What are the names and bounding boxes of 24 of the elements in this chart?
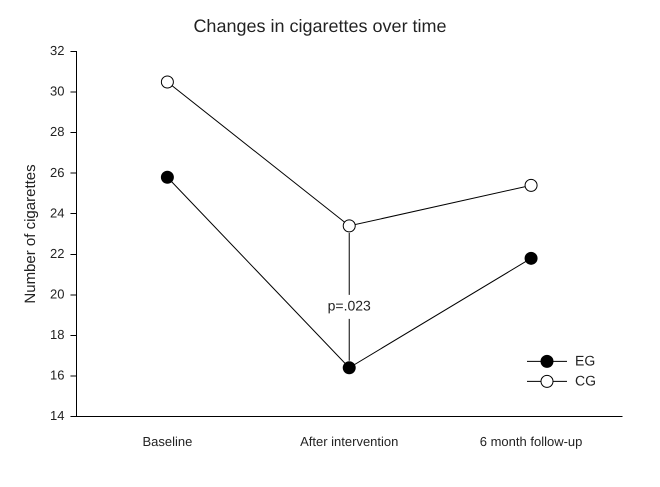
y-tick-label: 30 — [50, 84, 64, 99]
x-tick-label: Baseline — [142, 434, 192, 449]
point — [524, 252, 538, 265]
y-tick-label: 22 — [50, 246, 64, 261]
y-tick-label: 24 — [50, 205, 64, 220]
x-tick-label: 6 month follow-up — [480, 434, 582, 449]
point — [160, 76, 174, 88]
legend-label: CG — [575, 372, 596, 388]
point — [342, 219, 356, 232]
legend-label: EG — [575, 352, 596, 368]
y-tick-label: 14 — [50, 408, 64, 423]
point — [524, 178, 538, 192]
y-axis-title: Number of cigarettes — [22, 164, 40, 304]
y-tick-label: 18 — [50, 326, 64, 342]
x-tick-label: After intervention — [300, 434, 398, 449]
y-tick-label: 20 — [50, 286, 64, 302]
y-tick-label: 32 — [50, 43, 64, 58]
point — [342, 361, 356, 374]
point — [160, 170, 174, 184]
chart-title: Changes in cigarettes over time — [193, 16, 447, 36]
annotation: p=.023 — [328, 298, 372, 314]
y-tick-label: 28 — [50, 124, 64, 140]
y-tick-label: 26 — [50, 164, 64, 180]
y-tick-label: 16 — [50, 367, 64, 382]
